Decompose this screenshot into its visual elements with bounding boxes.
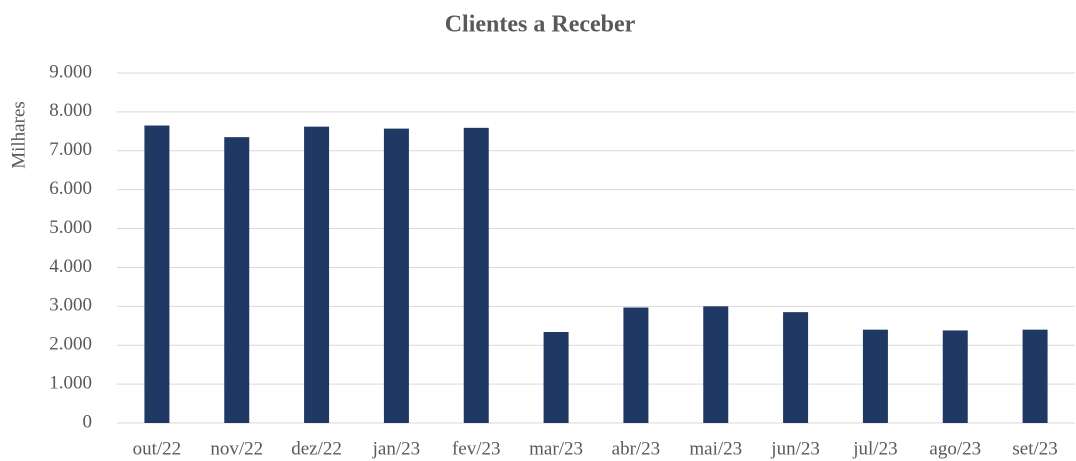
x-tick-label: mai/23	[689, 438, 742, 459]
bar	[703, 306, 729, 423]
x-tick-label: dez/22	[291, 438, 342, 459]
x-tick-label: mar/23	[529, 438, 583, 459]
y-tick-label: 0	[83, 411, 93, 432]
bar	[862, 329, 888, 423]
y-tick-label: 8.000	[49, 100, 92, 121]
x-tick-label: ago/23	[929, 438, 981, 459]
y-axis-label: Milhares	[8, 101, 29, 169]
x-tick-label: jul/23	[852, 438, 897, 459]
bar	[463, 127, 489, 423]
x-tick-label: out/22	[133, 438, 182, 459]
bar	[383, 128, 409, 423]
x-tick-label: jan/23	[372, 438, 421, 459]
bar	[224, 137, 250, 423]
x-tick-label: nov/22	[210, 438, 263, 459]
bar	[942, 330, 968, 423]
bar	[304, 126, 330, 424]
y-tick-label: 4.000	[49, 256, 92, 277]
x-tick-label: set/23	[1012, 438, 1057, 459]
x-tick-label: fev/23	[452, 438, 501, 459]
y-tick-label: 1.000	[49, 372, 92, 393]
y-tick-label: 3.000	[49, 295, 92, 316]
x-tick-label: abr/23	[612, 438, 661, 459]
y-tick-label: 6.000	[49, 178, 92, 199]
y-tick-label: 7.000	[49, 139, 92, 160]
bar	[623, 307, 649, 423]
bar	[1022, 329, 1048, 423]
chart-title: Clientes a Receber	[445, 12, 636, 38]
y-tick-label: 5.000	[49, 217, 92, 238]
y-tick-label: 2.000	[49, 334, 92, 355]
bar	[144, 125, 170, 423]
bar	[783, 312, 809, 423]
x-tick-label: jun/23	[770, 438, 820, 459]
bar	[543, 332, 569, 423]
y-tick-label: 9.000	[49, 61, 92, 82]
